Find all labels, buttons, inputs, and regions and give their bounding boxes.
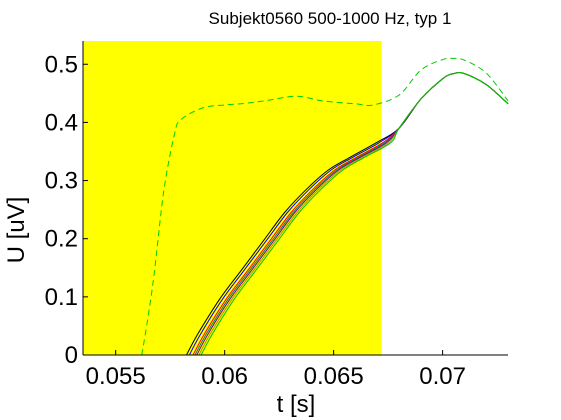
series-layer xyxy=(141,57,509,356)
chart-title: Subjekt0560 500-1000 Hz, typ 1 xyxy=(209,9,452,28)
axes: 0.055 0.06 0.065 0.07 0 0.1 0.2 0.3 0.4 0.5 xyxy=(45,41,508,390)
y-tick-label: 0.4 xyxy=(45,109,78,136)
y-tick-label: 0.5 xyxy=(45,51,78,78)
x-axis-label: t [s] xyxy=(277,391,316,418)
x-tick-label: 0.07 xyxy=(419,363,466,390)
highlight-region xyxy=(83,41,382,355)
y-tick-label: 0.2 xyxy=(45,226,78,253)
x-tick-label: 0.055 xyxy=(86,363,146,390)
series-line-7 xyxy=(141,57,509,356)
series-line-6 xyxy=(200,72,509,356)
y-tick-label: 0.3 xyxy=(45,168,78,195)
x-tick-label: 0.065 xyxy=(304,363,364,390)
y-tick-label: 0 xyxy=(65,342,78,369)
y-tick-label: 0.1 xyxy=(45,284,78,311)
y-axis-label: U [uV] xyxy=(3,197,30,264)
x-tick-label: 0.06 xyxy=(201,363,248,390)
